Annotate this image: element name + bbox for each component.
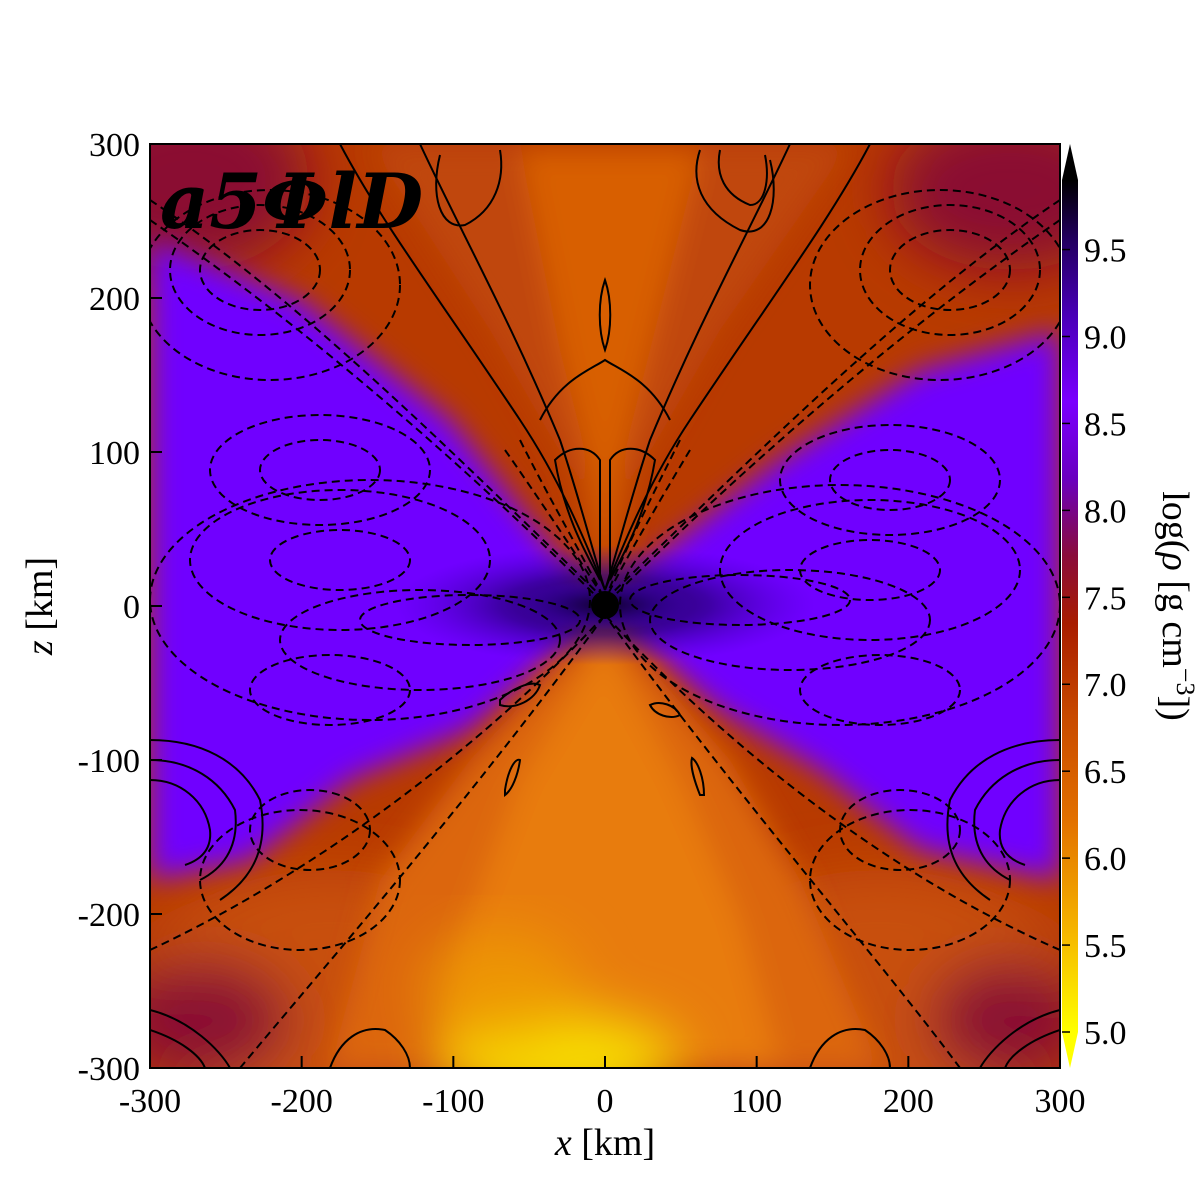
panel-label: a5ΦlD <box>160 157 423 246</box>
colorbar: 5.0 5.5 6.0 6.5 7.0 7.5 8.0 8.5 9.0 9.5 log(ρ [g … <box>1062 144 1200 1068</box>
colorbar-tick-label: 9.0 <box>1084 319 1127 356</box>
y-tick-label: 100 <box>89 435 140 472</box>
colorbar-tick-label: 9.5 <box>1084 233 1127 270</box>
colorbar-tick-label: 5.5 <box>1084 928 1127 965</box>
x-tick-label: -300 <box>119 1083 181 1120</box>
x-tick-label: 300 <box>1035 1083 1086 1120</box>
colorbar-tick-label: 7.5 <box>1084 580 1127 617</box>
x-axis: -300 -200 -100 0 100 200 300 <box>119 1056 1086 1120</box>
y-tick-label: -300 <box>78 1051 140 1088</box>
colorbar-tick-label: 8.0 <box>1084 493 1127 530</box>
colorbar-tick-label: 5.0 <box>1084 1015 1127 1052</box>
colorbar-extend-bottom <box>1062 1032 1078 1068</box>
density-map <box>150 144 1060 1068</box>
colorbar-tick-label: 6.5 <box>1084 754 1127 791</box>
y-tick-label: -100 <box>78 743 140 780</box>
black-hole <box>591 591 619 619</box>
colorbar-label: log(ρ [g cm−3]) <box>1154 491 1200 721</box>
x-tick-label: 0 <box>597 1083 614 1120</box>
colorbar-tick-label: 8.5 <box>1084 406 1127 443</box>
y-tick-label: -200 <box>78 897 140 934</box>
y-axis: -300 -200 -100 0 100 200 300 <box>78 127 162 1088</box>
x-tick-label: -100 <box>422 1083 484 1120</box>
field-contours-dashed <box>150 189 1060 1068</box>
y-tick-label: 300 <box>89 127 140 164</box>
x-tick-label: 100 <box>731 1083 782 1120</box>
y-axis-label: z [km] <box>19 557 61 656</box>
x-axis-label: x [km] <box>554 1122 655 1164</box>
colorbar-bar <box>1062 180 1078 1032</box>
colorbar-tick-label: 7.0 <box>1084 667 1127 704</box>
colorbar-tick-label: 6.0 <box>1084 841 1127 878</box>
y-tick-label: 0 <box>123 589 140 626</box>
colorbar-extend-top <box>1062 144 1078 180</box>
field-contours <box>150 144 1060 1068</box>
y-tick-label: 200 <box>89 281 140 318</box>
x-tick-label: -200 <box>271 1083 333 1120</box>
x-tick-label: 200 <box>883 1083 934 1120</box>
